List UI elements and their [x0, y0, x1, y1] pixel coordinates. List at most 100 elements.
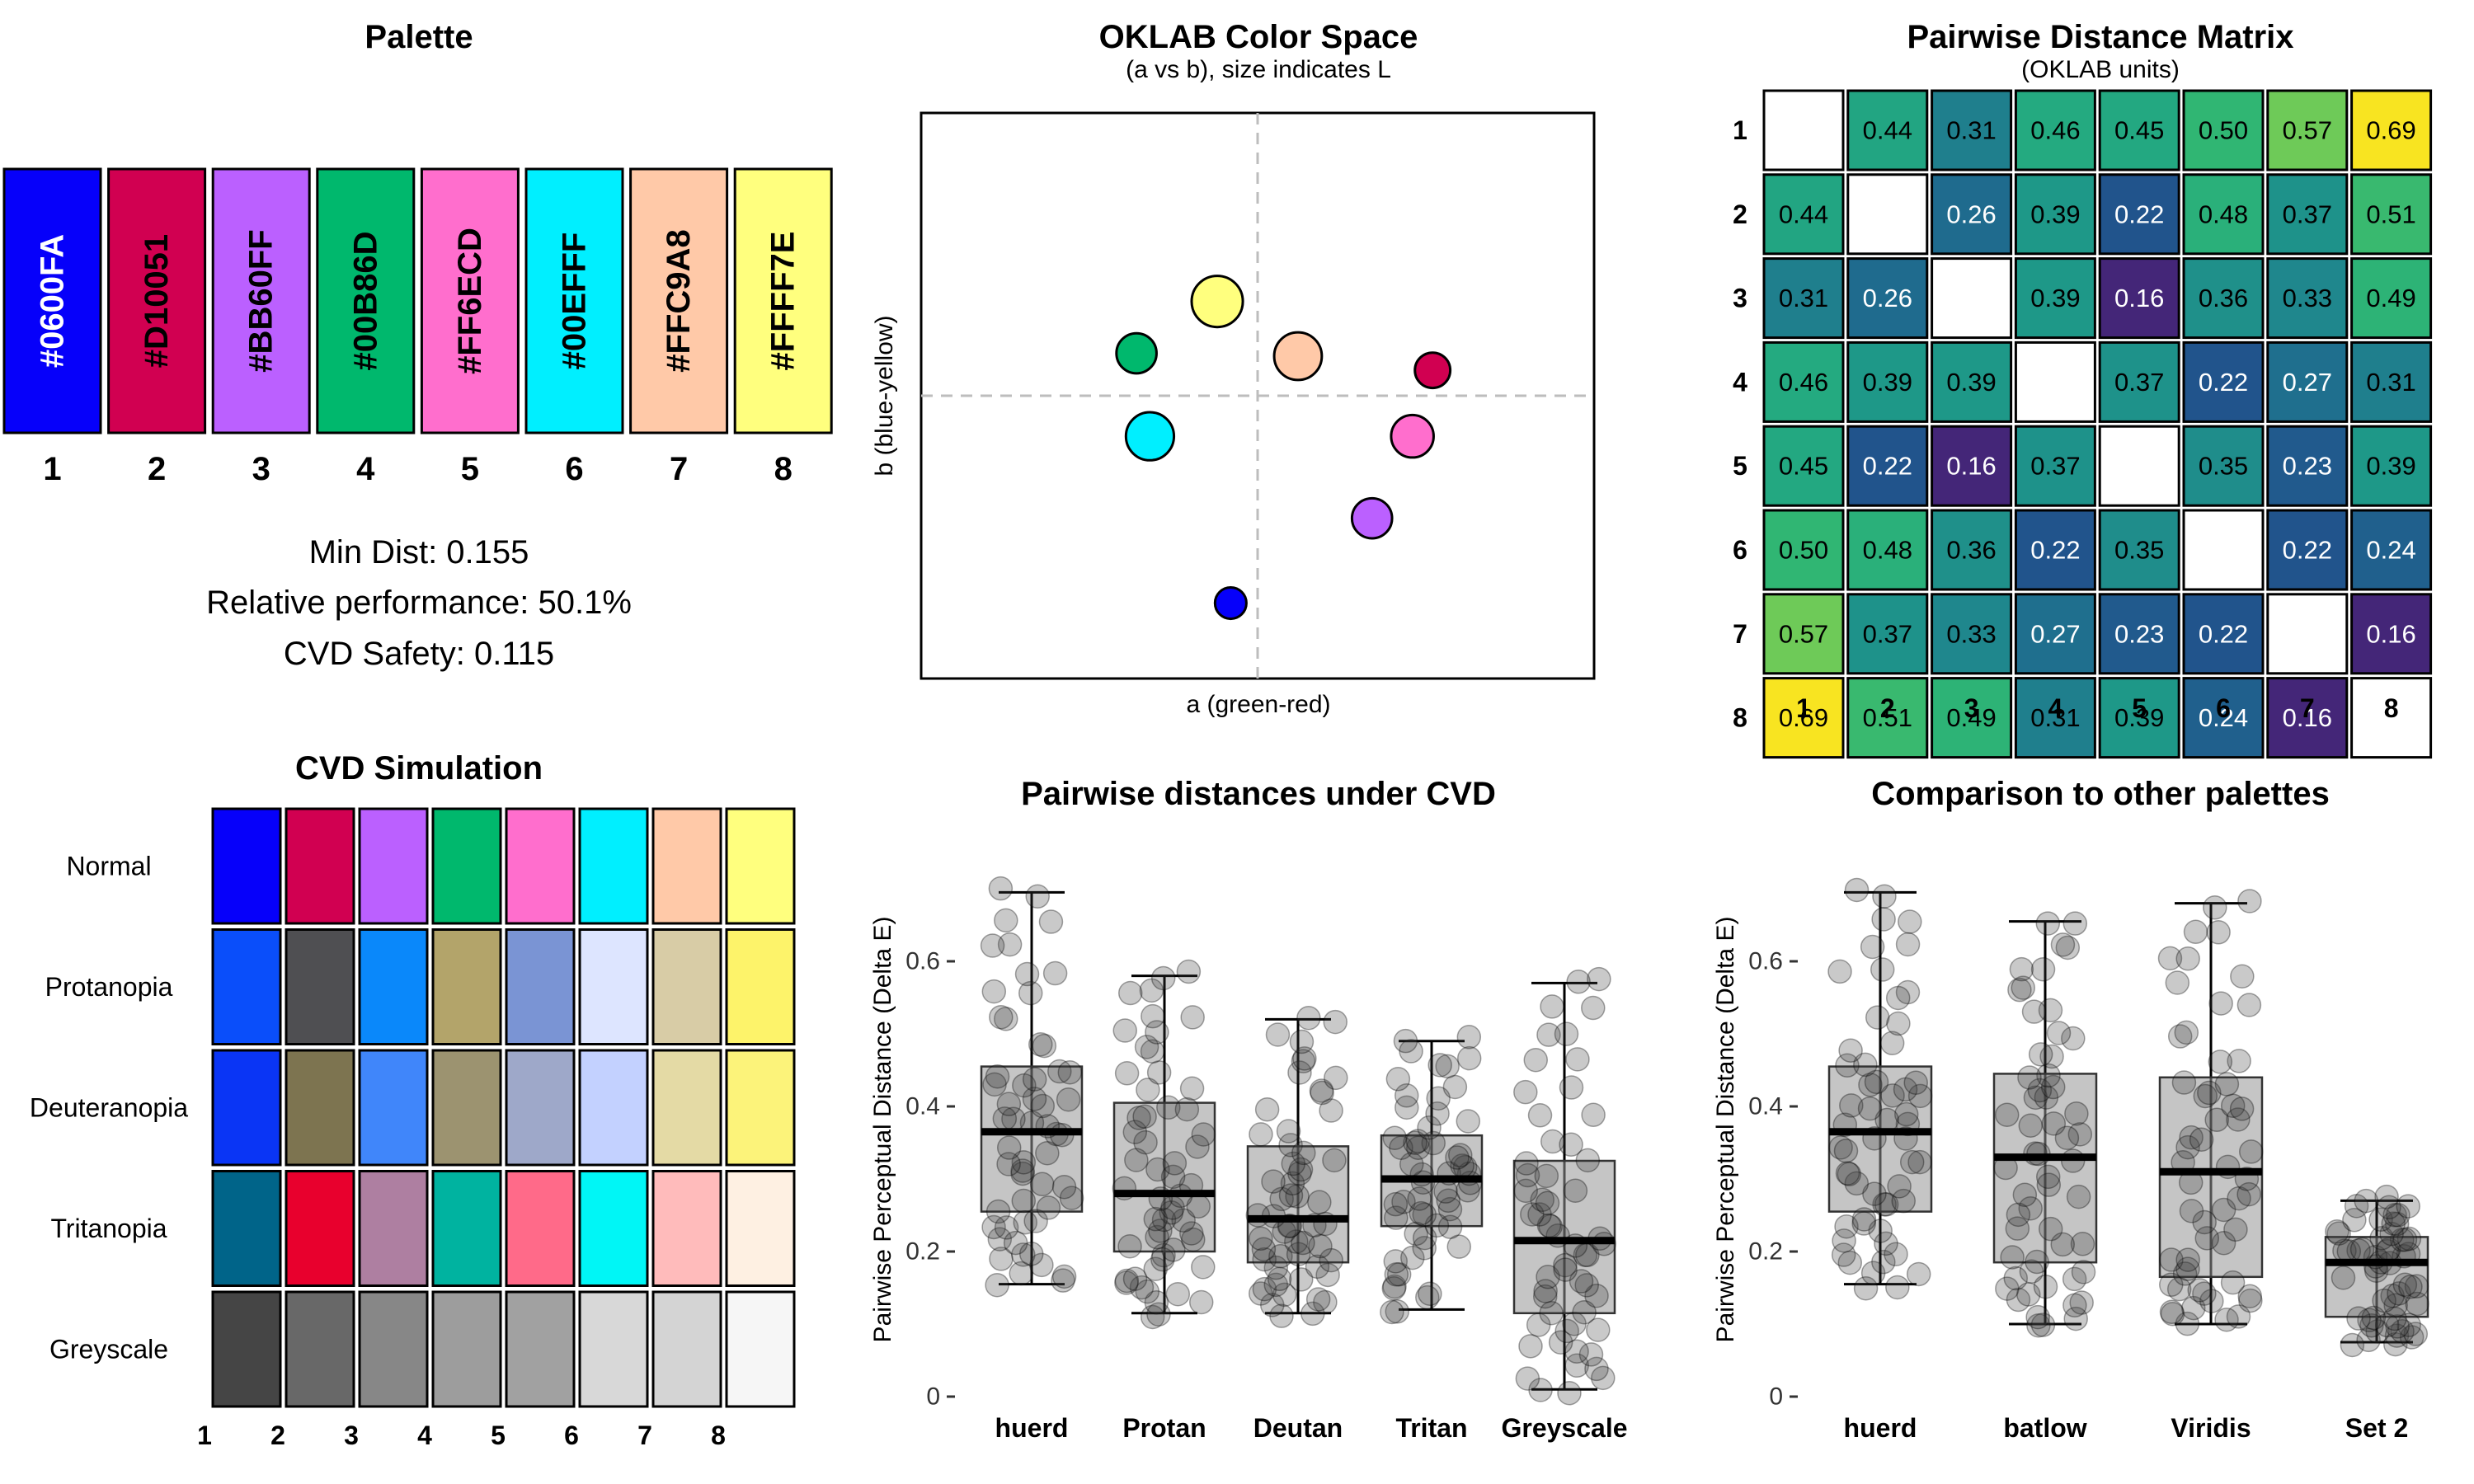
cvd-swatch: [505, 1049, 576, 1167]
matrix-cell: [2014, 89, 2096, 171]
data-point: [2034, 1085, 2059, 1110]
palette-hex-label: #FFFF7E: [765, 232, 802, 371]
matrix-cell-value: 0.39: [2030, 284, 2080, 312]
data-point: [1179, 1221, 1204, 1246]
data-point: [1286, 1242, 1311, 1266]
matrix-cell: [2014, 340, 2096, 423]
palette-swatch-7: [629, 167, 729, 434]
palette-index-label: 6: [565, 451, 583, 487]
matrix-cell-value: 0.51: [1863, 703, 1912, 732]
data-point: [1171, 1208, 1196, 1233]
cvd-swatch: [431, 1290, 502, 1408]
box: [2158, 1076, 2264, 1279]
data-point: [2359, 1313, 2384, 1338]
data-point: [1305, 1254, 1330, 1280]
data-point: [2038, 998, 2063, 1023]
data-point: [2377, 1195, 2401, 1219]
data-point: [1874, 1192, 1899, 1217]
matrix-cell: [2350, 425, 2433, 507]
data-point: [2229, 1097, 2255, 1121]
data-point: [2354, 1188, 2378, 1214]
data-point: [2194, 1226, 2220, 1251]
data-point: [2035, 911, 2061, 936]
palette-swatches: #0600FA 1 #D10051 2 #BB60FF 3 #00B86D 4 #FF6ECD 5…: [2, 167, 833, 487]
data-point: [1553, 1252, 1578, 1278]
matrix-cell: [2014, 509, 2096, 591]
data-point: [1296, 1005, 1321, 1031]
matrix-cell: [1762, 340, 1845, 423]
data-point: [1574, 1273, 1599, 1298]
data-point: [1383, 1249, 1409, 1274]
data-point: [1565, 1047, 1590, 1072]
data-point: [1528, 1378, 1553, 1402]
data-point: [2050, 932, 2076, 957]
data-point: [1895, 979, 1921, 1005]
matrix-cell: [2350, 89, 2433, 171]
data-point: [2381, 1211, 2406, 1236]
data-point: [2199, 1289, 2224, 1313]
data-point: [1036, 1195, 1061, 1220]
cvd-swatch: [285, 928, 355, 1045]
matrix-cell-value: 0.23: [2114, 619, 2164, 648]
data-point: [2175, 1256, 2200, 1281]
data-point: [1028, 1032, 1053, 1057]
data-point: [1056, 1087, 1081, 1112]
matrix-cell: [2266, 340, 2349, 423]
palette-index-label: 1: [43, 451, 61, 487]
matrix-row-label: 3: [1733, 284, 1747, 313]
data-point: [2206, 920, 2231, 945]
cvd-swatch: [505, 807, 576, 925]
data-point: [1309, 1078, 1334, 1103]
data-point: [1871, 907, 1896, 932]
data-point: [2220, 1270, 2246, 1295]
data-point: [1324, 1065, 1348, 1091]
data-point: [2374, 1184, 2399, 1209]
data-point: [2396, 1313, 2421, 1337]
data-point: [2067, 1122, 2093, 1147]
data-point: [1122, 1266, 1148, 1291]
data-point: [1559, 1075, 1584, 1100]
data-point: [1864, 1069, 1889, 1095]
matrix-cell: [1931, 677, 2013, 759]
matrix-cell: [2014, 173, 2096, 256]
matrix-cell-value: 0.35: [2114, 536, 2164, 565]
comparison-boxplot-plot: 0 0.2 0.4 0.6 huerd batlow Viridis Set 2: [1748, 877, 2429, 1443]
data-point: [1899, 1149, 1925, 1175]
data-point: [2030, 1313, 2056, 1337]
matrix-title: Pairwise Distance Matrix: [1907, 19, 2293, 55]
matrix-cell: [1931, 340, 2013, 423]
cvd-swatch: [431, 1049, 502, 1167]
data-point: [2208, 991, 2233, 1016]
data-point: [1114, 1268, 1140, 1294]
data-point: [1382, 1274, 1407, 1299]
data-point: [1862, 1181, 1887, 1206]
data-point: [1144, 1289, 1169, 1315]
comparison-boxplot-title: Comparison to other palettes: [1871, 776, 2330, 812]
palette-panel: Palette #0600FA 1 #D10051 2 #BB60FF 3 #00B86D 4…: [2, 19, 833, 672]
data-point: [1269, 1303, 1294, 1328]
y-tick-label: 0.6: [1748, 948, 1783, 975]
data-point: [2009, 956, 2034, 982]
data-point: [1380, 1299, 1404, 1325]
data-point: [981, 979, 1007, 1004]
data-point: [1014, 961, 1040, 987]
data-point: [1011, 1242, 1036, 1267]
data-point: [2357, 1308, 2382, 1332]
data-point: [994, 908, 1018, 933]
data-point: [1844, 877, 1870, 903]
data-point: [2050, 1232, 2075, 1257]
matrix-cell: [2182, 173, 2265, 256]
data-point: [1535, 1190, 1560, 1216]
data-point: [2025, 1304, 2050, 1330]
matrix-cell-value: 0.22: [2030, 536, 2080, 565]
data-point: [1176, 959, 1202, 984]
data-point: [2211, 1197, 2236, 1223]
data-point: [1584, 1283, 1609, 1308]
x-tick-label: Tritan: [1395, 1413, 1467, 1443]
y-tick-label: 0.2: [905, 1238, 940, 1266]
cvd-swatch: [358, 1049, 429, 1167]
data-point: [1009, 1261, 1033, 1286]
matrix-cell-value: 0.27: [2283, 368, 2332, 397]
data-point: [1405, 1129, 1431, 1153]
data-point: [1837, 1162, 1862, 1186]
